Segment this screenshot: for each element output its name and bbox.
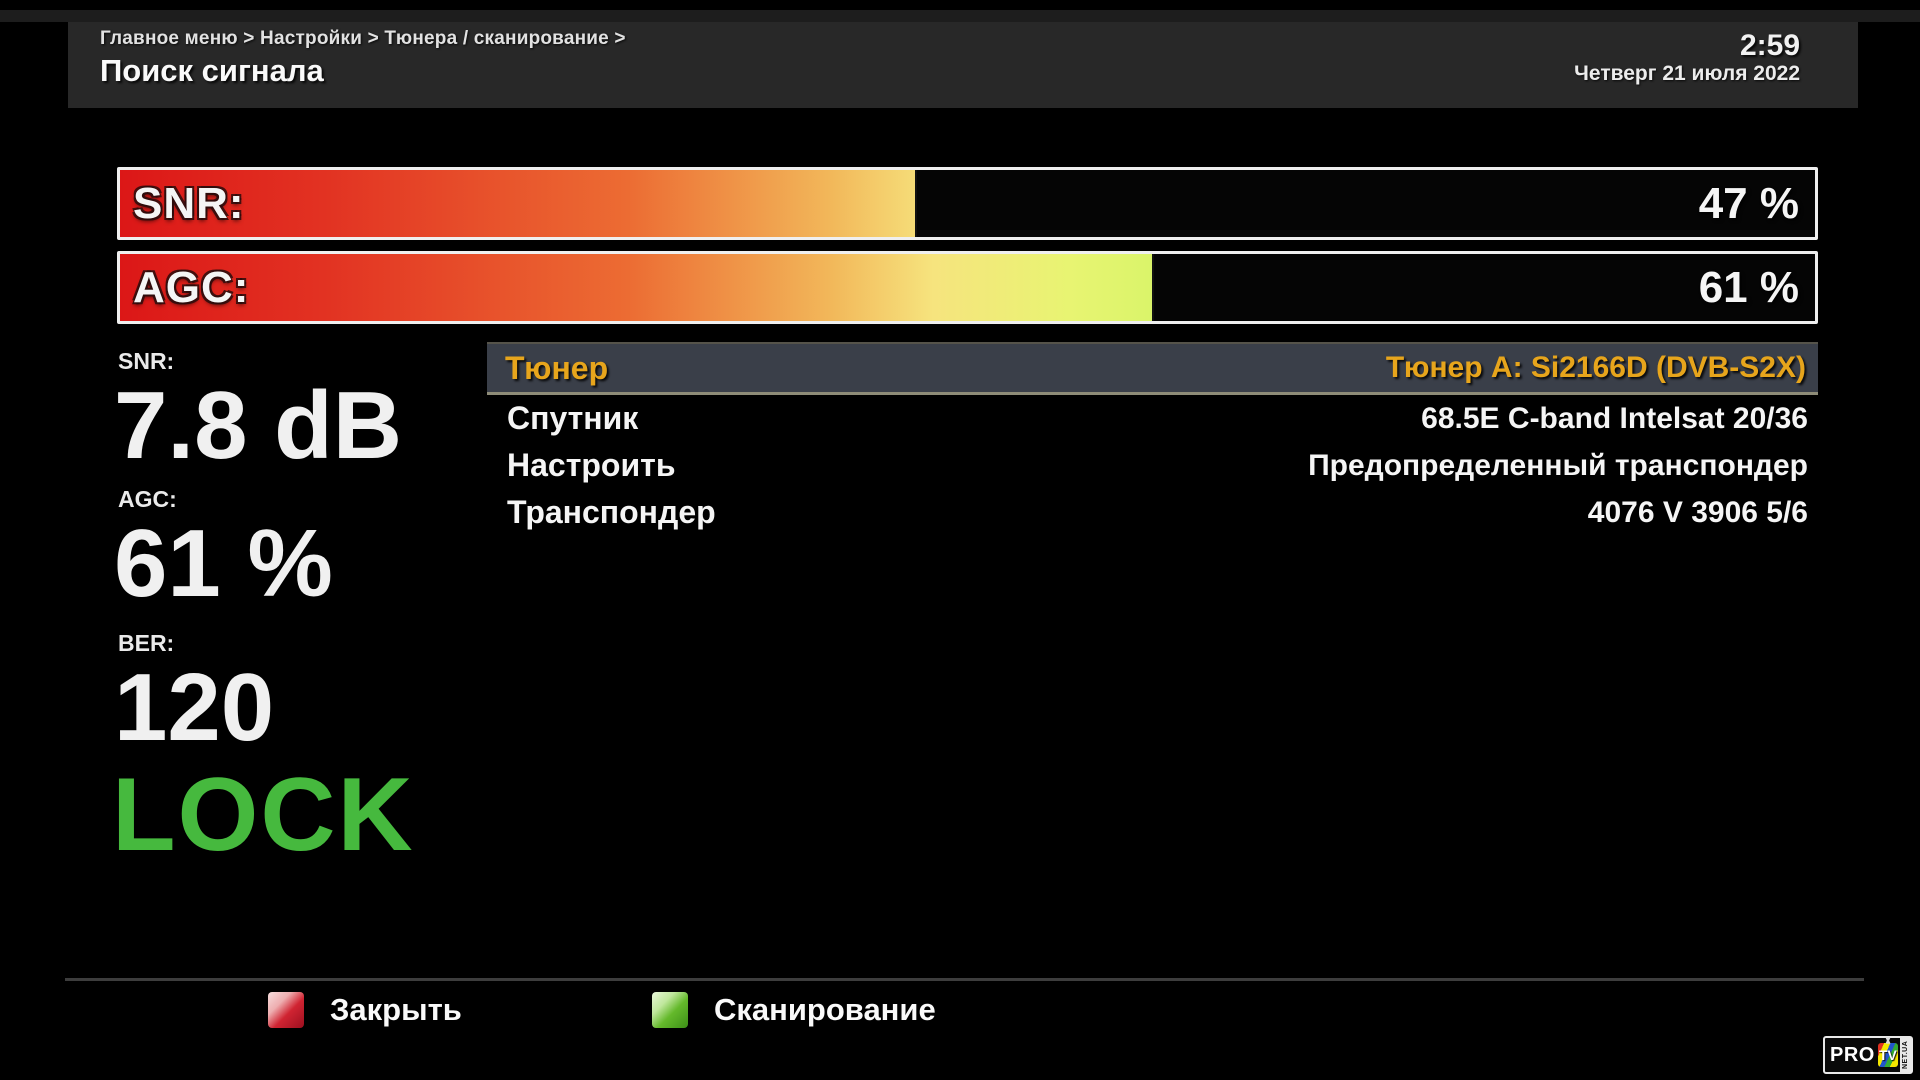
ber-stat-label: BER:	[118, 630, 175, 656]
logo-tv-text: TV	[1878, 1047, 1897, 1063]
agc-signal-bar: AGC: 61 %	[117, 251, 1818, 324]
logo-netua-text: NET.UA	[1900, 1038, 1911, 1072]
menu-row-tune-mode[interactable]: Настроить Предопределенный транспондер	[487, 442, 1818, 489]
menu-label: Спутник	[507, 400, 639, 436]
snr-bar-value: 47 %	[1698, 178, 1799, 228]
clock: 2:59	[1739, 29, 1800, 62]
agc-bar-value: 61 %	[1698, 262, 1799, 312]
close-button-label: Закрыть	[330, 992, 462, 1027]
lock-status: LOCK	[112, 757, 415, 873]
menu-value: Предопределенный транспондер	[1308, 448, 1808, 482]
ber-stat-value: 120	[114, 654, 275, 761]
menu-value: Тюнер A: Si2166D (DVB-S2X)	[1385, 351, 1806, 384]
tv-icon: TV	[1877, 1043, 1898, 1067]
tuner-menu: Тюнер Тюнер A: Si2166D (DVB-S2X) Спутник…	[487, 342, 1818, 536]
page-title: Поиск сигнала	[100, 53, 324, 88]
logo-pro-text: PRO	[1830, 1043, 1875, 1066]
menu-value: 4076 V 3906 5/6	[1587, 495, 1808, 529]
menu-label: Транспондер	[507, 494, 716, 530]
agc-bar-empty	[1151, 254, 1815, 321]
agc-stat-value: 61 %	[114, 510, 333, 617]
menu-row-tuner[interactable]: Тюнер Тюнер A: Si2166D (DVB-S2X)	[487, 342, 1818, 395]
menu-label: Тюнер	[505, 349, 609, 386]
menu-row-transponder[interactable]: Транспондер 4076 V 3906 5/6	[487, 489, 1818, 536]
header-left: Главное меню > Настройки > Тюнера / скан…	[68, 22, 626, 89]
protv-logo: PRO TV NET.UA	[1823, 1036, 1913, 1074]
snr-stat-label: SNR:	[118, 348, 175, 374]
menu-label: Настроить	[507, 447, 676, 483]
header-bar: Главное меню > Настройки > Тюнера / скан…	[68, 22, 1858, 108]
header-right: 2:59 Четверг 21 июля 2022	[1574, 22, 1858, 86]
menu-row-satellite[interactable]: Спутник 68.5E C-band Intelsat 20/36	[487, 395, 1818, 442]
snr-stat-value: 7.8 dB	[114, 372, 403, 479]
red-key-icon	[268, 992, 304, 1028]
top-strip	[0, 10, 1920, 22]
menu-value: 68.5E C-band Intelsat 20/36	[1421, 401, 1808, 435]
scan-button-label: Сканирование	[714, 992, 936, 1027]
date: Четверг 21 июля 2022	[1574, 62, 1800, 85]
breadcrumb: Главное меню > Настройки > Тюнера / скан…	[100, 28, 626, 49]
snr-bar-empty	[914, 170, 1815, 237]
snr-bar-label: SNR:	[133, 178, 245, 228]
snr-signal-bar: SNR: 47 %	[117, 167, 1818, 240]
green-key-icon	[652, 992, 688, 1028]
scan-button[interactable]: Сканирование	[652, 992, 936, 1028]
agc-bar-label: AGC:	[133, 262, 250, 312]
agc-stat-label: AGC:	[118, 486, 177, 512]
close-button[interactable]: Закрыть	[268, 992, 462, 1028]
footer-divider	[65, 978, 1864, 981]
